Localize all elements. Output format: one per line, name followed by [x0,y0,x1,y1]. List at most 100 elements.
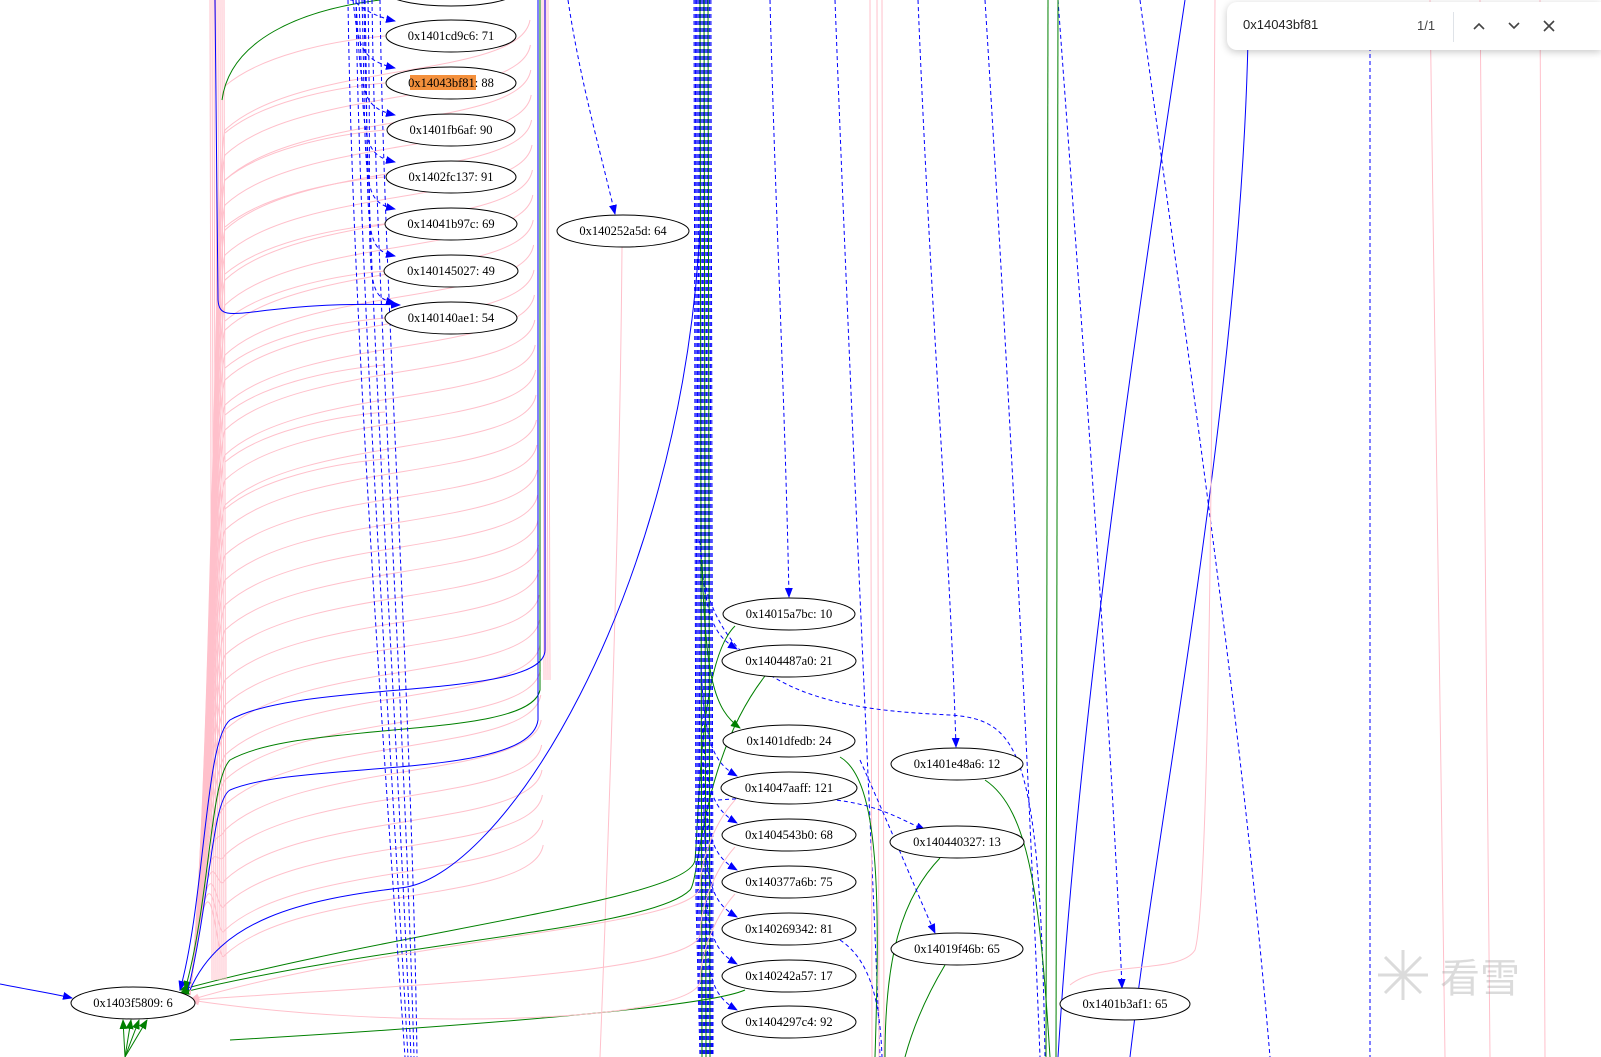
graph-node-highlighted[interactable]: 0x14043bf81: 88 [385,66,517,100]
edge [213,0,217,981]
watermark-logo: 看雪 [1368,940,1558,1015]
edge [358,0,396,164]
graph-node[interactable]: 0x140269342: 81 [721,912,857,946]
edge [884,857,941,1057]
graph-node-partial[interactable] [387,0,515,7]
edge [224,458,386,510]
svg-text:看雪: 看雪 [1440,956,1520,1002]
edge [214,0,401,315]
graph-node[interactable]: 0x140377a6b: 75 [721,865,857,899]
edge [229,989,746,1041]
graph-node[interactable]: 0x14047aaff: 121 [720,771,858,805]
find-input[interactable] [1241,16,1405,33]
edge [379,0,418,1057]
svg-text:0x140269342: 81: 0x140269342: 81 [745,922,833,936]
svg-text:0x140440327: 13: 0x140440327: 13 [913,835,1001,849]
graph-node[interactable]: 0x1404297c4: 92 [721,1005,857,1039]
edge [224,129,386,181]
edge [221,0,225,981]
edge [189,229,701,991]
edge [541,0,545,681]
graph-node[interactable]: 0x140440327: 13 [889,825,1025,859]
chevron-down-icon[interactable] [1502,14,1526,38]
edge [224,223,386,275]
edge [187,0,539,991]
edge [1055,0,1059,1057]
edge [189,119,533,996]
edge [189,619,541,996]
edge [698,0,705,1057]
edge [710,0,714,1057]
edge [701,0,707,1057]
edge [189,794,543,996]
graph-node[interactable]: 0x140140ae1: 54 [384,301,518,335]
edge [350,0,396,23]
edge [224,317,386,369]
edge [209,0,213,981]
edge [704,855,738,965]
edge [189,893,736,1020]
edge [1057,0,1186,1057]
graph-node[interactable]: 0x14041b97c: 69 [384,207,518,241]
edge [217,0,221,981]
edge [179,675,766,995]
edge [189,744,543,996]
edge [224,364,386,416]
graph-node[interactable]: 0x1401b3af1: 65 [1059,987,1191,1021]
svg-text:0x1401e48a6: 12: 0x1401e48a6: 12 [914,757,1000,771]
edge [189,319,536,996]
edge [700,667,738,777]
graph-node[interactable]: 0x1401e48a6: 12 [890,747,1024,781]
graph-node[interactable]: 0x140252a5d: 64 [556,214,690,248]
graph-node[interactable]: 0x140242a57: 17 [721,959,857,993]
svg-text:0x14019f46b: 65: 0x14019f46b: 65 [914,942,1000,956]
graph-node[interactable]: 0x1402fc137: 91 [385,160,517,194]
edge-bundle [119,0,936,1057]
edge [189,219,534,996]
edge [869,0,885,1057]
graph-node[interactable]: 0x1404487a0: 21 [721,644,857,678]
svg-text:0x1401cd9c6: 71: 0x1401cd9c6: 71 [408,29,494,43]
edge [696,0,703,1057]
edge [1069,0,1216,986]
edge [124,1019,148,1057]
edge [189,799,736,1002]
close-icon[interactable] [1537,14,1561,38]
svg-text:0x140140ae1: 54: 0x140140ae1: 54 [408,311,495,325]
graph-node[interactable]: 0x140145027: 49 [383,254,519,288]
edge [119,1019,128,1057]
edge [189,69,532,996]
edge [703,808,738,918]
graph-node[interactable]: 0x14015a7bc: 10 [722,597,856,631]
edge [363,0,412,1057]
nodes-layer: 0x1401cd9c6: 71 0x14043bf81: 88 0x1401fb… [70,0,1191,1039]
edge [917,0,960,748]
graph-node[interactable]: 0x1401fb6af: 90 [386,113,516,147]
edge [701,714,738,824]
edge [179,625,736,992]
edge [839,756,878,1057]
svg-text:0x1401b3af1: 65: 0x1401b3af1: 65 [1082,997,1167,1011]
svg-text:0x140377a6b: 75: 0x140377a6b: 75 [745,875,832,889]
chevron-up-icon[interactable] [1467,14,1491,38]
edge [189,846,736,1004]
svg-text:0x14015a7bc: 10: 0x14015a7bc: 10 [746,607,832,621]
graph-node[interactable]: 0x1401cd9c6: 71 [385,19,517,53]
svg-text:0x1404543b0: 68: 0x1404543b0: 68 [745,828,833,842]
graph-node[interactable]: 0x1401dfedb: 24 [722,724,856,758]
edge [189,169,533,996]
graph-node[interactable]: 0x1404543b0: 68 [721,818,857,852]
graph-node[interactable]: 0x1403f5809: 6 [70,986,196,1020]
edge [1057,0,1126,989]
edge [178,0,546,991]
edge [709,0,713,1057]
edge [189,369,537,996]
graph-node[interactable]: 0x14019f46b: 65 [890,932,1024,966]
search-match-highlight [410,75,476,90]
edge [221,0,381,101]
edge [1139,0,1271,1057]
edge [189,344,536,996]
edge [694,0,702,1057]
edge [567,0,617,215]
